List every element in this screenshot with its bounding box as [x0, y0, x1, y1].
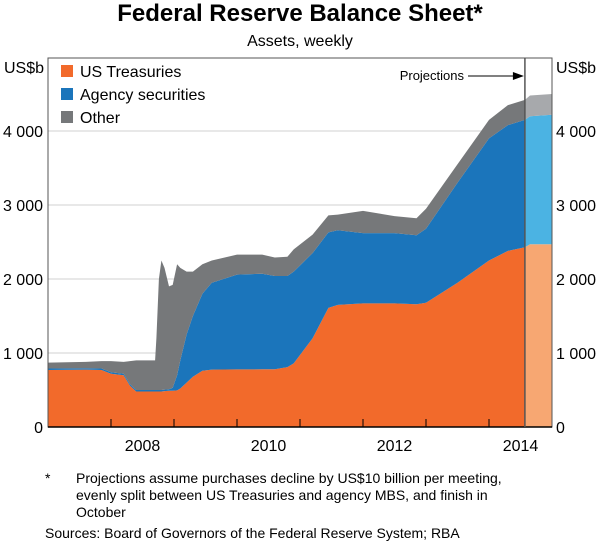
- area-other: [48, 99, 525, 391]
- legend-label: US Treasuries: [80, 64, 181, 81]
- legend: US Treasuries Agency securities Other: [61, 64, 205, 127]
- legend-swatch: [61, 88, 73, 100]
- footnote-marker: *: [45, 470, 51, 486]
- legend-label: Other: [80, 110, 121, 127]
- y-tick-label-right: 1 000: [556, 346, 596, 363]
- legend-swatch: [61, 65, 73, 77]
- footnote-line-2: evenly split between US Treasuries and a…: [76, 487, 488, 503]
- area-agency: [48, 119, 525, 392]
- legend-swatch: [61, 111, 73, 123]
- y-tick-label-left: 3 000: [3, 198, 43, 215]
- chart-title: Federal Reserve Balance Sheet*: [117, 0, 483, 27]
- x-tick-label: 2010: [251, 438, 287, 455]
- area-other-projected: [524, 94, 552, 120]
- legend-label: Agency securities: [80, 87, 205, 104]
- footnote-line-3: October: [76, 504, 126, 520]
- y-tick-label-left: 1 000: [3, 346, 43, 363]
- y-tick-label-left: 0: [34, 420, 43, 437]
- area-agency-projected: [524, 114, 552, 248]
- y-tick-label-right: 2 000: [556, 272, 596, 289]
- y-tick-label-right: 4 000: [556, 124, 596, 141]
- sources: Sources: Board of Governors of the Feder…: [45, 525, 460, 541]
- projections-annotation: Projections: [400, 68, 465, 83]
- left-axis-unit: US$b: [4, 60, 45, 77]
- footnote-line-1: Projections assume purchases decline by …: [76, 470, 502, 486]
- right-axis-unit: US$b: [556, 60, 597, 77]
- y-tick-label-left: 4 000: [3, 124, 43, 141]
- area-treasuries: [48, 247, 525, 427]
- projection-arrow-head: [512, 72, 524, 80]
- y-tick-label-left: 2 000: [3, 272, 43, 289]
- y-tick-label-right: 0: [556, 420, 565, 437]
- y-tick-label-right: 3 000: [556, 198, 596, 215]
- x-tick-label: 2008: [125, 438, 161, 455]
- plot-area: 0 0 1 000 1 000 2 000 2 000 3 000 3 000 4 000 4 0…: [3, 57, 596, 455]
- area-treasuries-projected: [524, 244, 552, 427]
- x-tick-label: 2012: [377, 438, 413, 455]
- chart-subtitle: Assets, weekly: [247, 33, 353, 50]
- x-tick-label: 2014: [503, 438, 539, 455]
